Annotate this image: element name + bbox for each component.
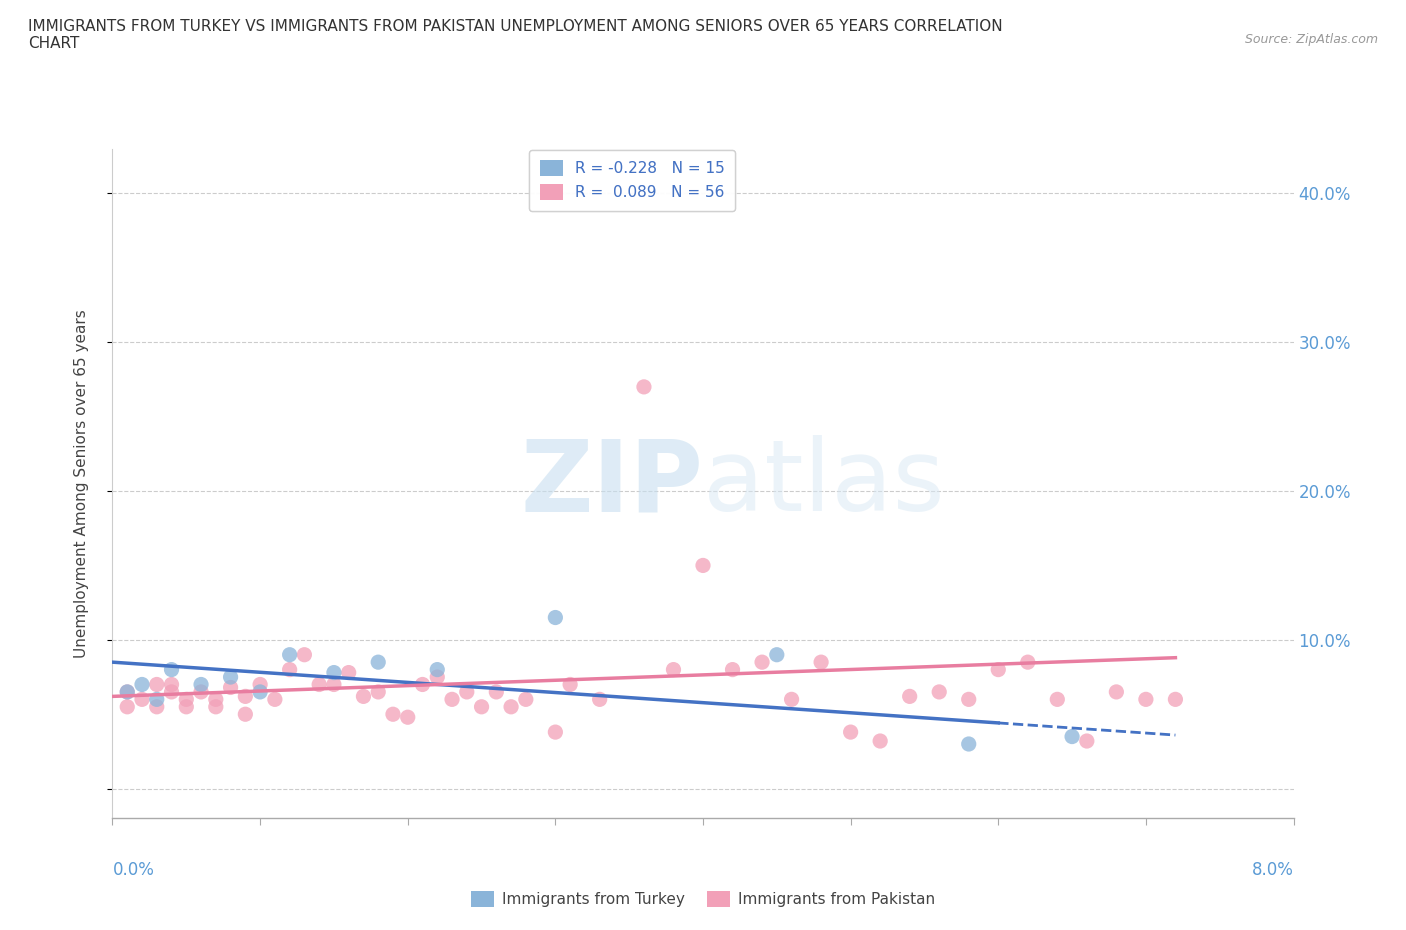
Point (337, 665, 360, 680)
Point (205, 692, 228, 707)
Point (560, 677, 582, 692)
Point (146, 699, 169, 714)
Point (278, 647, 301, 662)
Point (662, 662, 685, 677)
Point (352, 689, 374, 704)
Point (1017, 655, 1039, 670)
Point (869, 734, 891, 749)
Point (382, 707, 405, 722)
Point (501, 699, 523, 714)
Point (249, 684, 271, 699)
Point (898, 689, 921, 704)
Point (1062, 729, 1084, 744)
Point (249, 677, 271, 692)
Point (441, 692, 464, 707)
Point (160, 677, 183, 692)
Point (190, 684, 212, 699)
Point (323, 677, 346, 692)
Point (987, 662, 1010, 677)
Point (264, 692, 287, 707)
Point (1046, 692, 1069, 707)
Point (721, 662, 744, 677)
Point (233, 689, 256, 704)
Point (765, 647, 787, 662)
Point (1135, 692, 1157, 707)
Point (957, 737, 980, 751)
Point (308, 677, 330, 692)
Legend: R = -0.228   N = 15, R =  0.089   N = 56: R = -0.228 N = 15, R = 0.089 N = 56 (529, 150, 735, 211)
Point (957, 692, 980, 707)
Point (367, 684, 389, 699)
Text: ZIP: ZIP (520, 435, 703, 532)
Point (146, 677, 169, 692)
Point (544, 724, 567, 739)
Point (544, 610, 567, 625)
Point (396, 710, 419, 724)
Point (174, 699, 197, 714)
Point (292, 647, 315, 662)
Point (117, 684, 138, 699)
Point (190, 677, 212, 692)
Point (839, 724, 862, 739)
Point (471, 699, 494, 714)
Point (456, 684, 478, 699)
Point (117, 684, 138, 699)
Point (131, 677, 153, 692)
Point (751, 655, 773, 670)
Point (1164, 692, 1187, 707)
Text: Source: ZipAtlas.com: Source: ZipAtlas.com (1244, 33, 1378, 46)
Point (412, 677, 434, 692)
Point (219, 680, 242, 695)
Text: IMMIGRANTS FROM TURKEY VS IMMIGRANTS FROM PAKISTAN UNEMPLOYMENT AMONG SENIORS OV: IMMIGRANTS FROM TURKEY VS IMMIGRANTS FRO… (28, 19, 1002, 51)
Point (131, 692, 153, 707)
Point (233, 707, 256, 722)
Point (485, 684, 508, 699)
Legend: Immigrants from Turkey, Immigrants from Pakistan: Immigrants from Turkey, Immigrants from … (465, 884, 941, 913)
Point (692, 558, 714, 573)
Point (160, 662, 183, 677)
Point (174, 692, 197, 707)
Point (1076, 734, 1098, 749)
Point (367, 655, 389, 670)
Text: 8.0%: 8.0% (1251, 860, 1294, 879)
Text: 0.0%: 0.0% (112, 860, 155, 879)
Point (588, 692, 610, 707)
Point (780, 692, 803, 707)
Point (810, 655, 832, 670)
Point (205, 699, 228, 714)
Point (515, 692, 537, 707)
Point (117, 699, 138, 714)
Point (278, 662, 301, 677)
Y-axis label: Unemployment Among Seniors over 65 years: Unemployment Among Seniors over 65 years (75, 310, 89, 658)
Point (160, 684, 183, 699)
Point (928, 684, 950, 699)
Point (323, 665, 346, 680)
Point (219, 670, 242, 684)
Point (426, 670, 449, 684)
Point (1105, 684, 1128, 699)
Point (633, 379, 655, 394)
Point (146, 692, 169, 707)
Point (426, 662, 449, 677)
Text: atlas: atlas (703, 435, 945, 532)
